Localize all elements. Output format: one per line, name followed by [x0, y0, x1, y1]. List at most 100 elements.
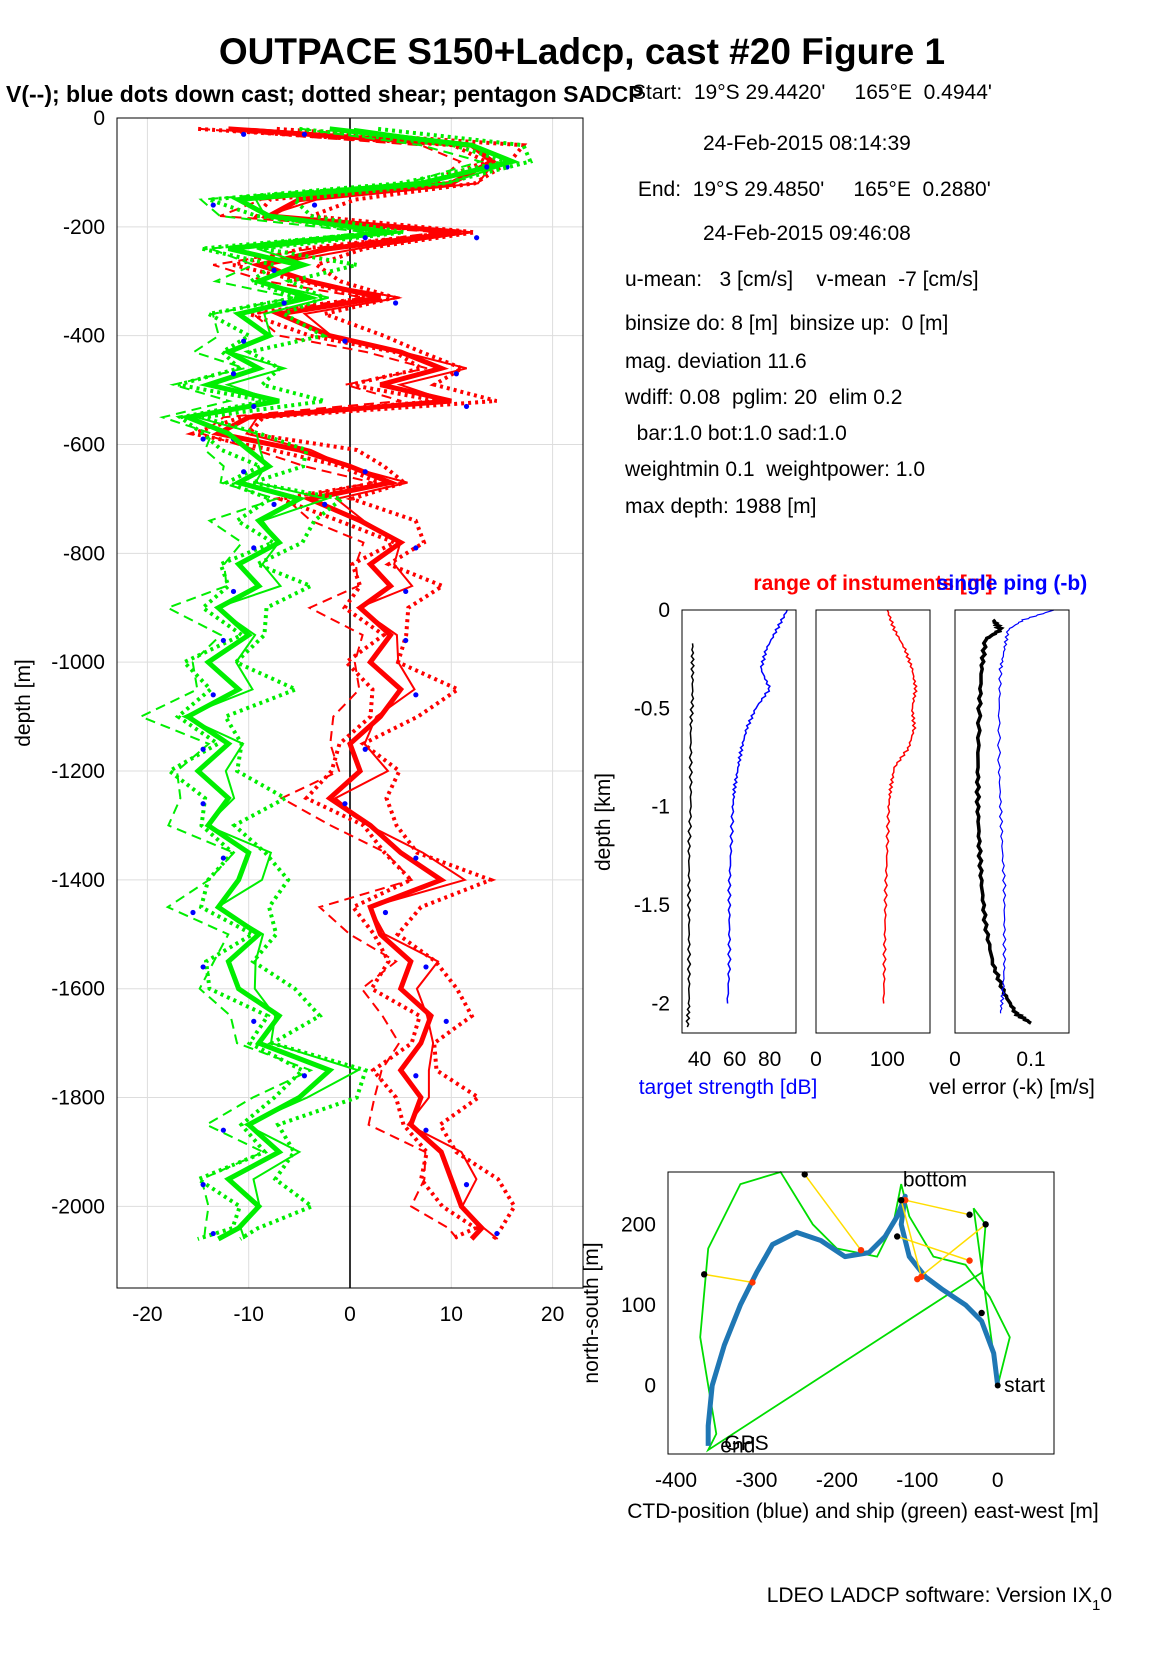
- range-xtick-label-0: 0: [810, 1048, 822, 1071]
- vel-error-xlabel: vel error (-k) [m/s]: [929, 1076, 1095, 1099]
- series-v-dot-10: [281, 300, 287, 306]
- link-line-10: [704, 1273, 753, 1284]
- link-point-2: [982, 1221, 989, 1228]
- link-point-10: [700, 1271, 708, 1278]
- series-u-line-1: [244, 127, 499, 1240]
- target-strength-series-ts_high: [726, 609, 788, 1004]
- range-series-range: [882, 609, 918, 1004]
- vel-ytick-label-4: -800: [63, 542, 105, 565]
- series-u-dot-34: [342, 801, 348, 807]
- label-gps: GPS: [724, 1432, 768, 1455]
- vel-ytick-label-8: -1600: [51, 978, 105, 1001]
- series-u-line-2: [185, 126, 491, 1241]
- series-u-dot-42: [443, 1018, 449, 1024]
- series-v-dot-48: [200, 1182, 206, 1188]
- range-xtick-label-1: 100: [870, 1048, 905, 1071]
- series-v-dot-46: [220, 1127, 226, 1133]
- series-u-dot-24: [413, 545, 419, 551]
- vel-error-background: [955, 610, 1069, 1033]
- series-u-dot-44: [413, 1073, 419, 1079]
- link-point-8: [801, 1171, 808, 1178]
- vel-xtick-label-3: 10: [440, 1303, 463, 1326]
- vel-xtick-label-1: -10: [234, 1303, 264, 1326]
- pos-xtick-label-1: -300: [735, 1469, 777, 1492]
- series-u-dot-0: [241, 131, 247, 137]
- target-strength-ytick-label-1: -0.5: [634, 697, 670, 720]
- label-bottom: bottom: [903, 1169, 967, 1192]
- info-line-weights: bar:1.0 bot:1.0 sad:1.0: [625, 422, 847, 445]
- series-v-dot-12: [241, 338, 247, 344]
- vel-ytick-label-6: -1200: [51, 760, 105, 783]
- vel-xtick-label-4: 20: [541, 1303, 564, 1326]
- target-strength-frame: [681, 609, 797, 1034]
- series-u-dot-32: [362, 746, 368, 752]
- range-frame: [815, 609, 931, 1034]
- vel-ylabel: depth [m]: [12, 659, 35, 747]
- link-point-0: [966, 1211, 973, 1218]
- vel-ytick-label-9: -1800: [51, 1087, 105, 1110]
- vel-ytick-label-2: -400: [63, 325, 105, 348]
- series-v-dot-44: [301, 1073, 308, 1079]
- ship-track: [699, 1170, 1011, 1453]
- info-line-start-time: 24-Feb-2015 08:14:39: [703, 132, 911, 155]
- figure-subtitle: V(--); blue dots down cast; dotted shear…: [6, 81, 644, 107]
- series-v-dot-2: [484, 164, 490, 170]
- series-u-dot-30: [413, 692, 419, 698]
- link-line-4: [896, 1235, 970, 1262]
- pos-ytick-label-0: 0: [644, 1375, 656, 1398]
- series-v-dot-24: [251, 545, 257, 551]
- series-v-dot-14: [230, 371, 237, 377]
- velocity-plot-frame: [116, 117, 584, 1289]
- vel-xtick-label-2: 0: [344, 1303, 356, 1326]
- series-u-dot-46: [423, 1127, 429, 1133]
- range-background: [816, 610, 930, 1033]
- series-v-dot-8: [271, 267, 277, 273]
- info-line-end: End: 19°S 29.4850' 165°E 0.2880': [632, 178, 991, 201]
- position-background: [668, 1172, 1054, 1454]
- link-line-6: [900, 1200, 923, 1277]
- ts-ylabel: depth [km]: [592, 773, 615, 871]
- pos-xtick-label-3: -100: [896, 1469, 938, 1492]
- series-v-dot-30: [210, 692, 216, 698]
- series-v-dot-16: [251, 403, 257, 410]
- vel-ytick-label-7: -1400: [51, 869, 105, 892]
- series-u-dot-22: [322, 501, 328, 507]
- vel-ytick-label-0: 0: [93, 107, 105, 130]
- link-line-8: [804, 1173, 862, 1251]
- target-strength-xtick-label-1: 60: [723, 1048, 746, 1071]
- footer-text: LDEO LADCP software: Version IX10: [767, 1584, 1112, 1614]
- vel-error-xtick-label-1: 0.1: [1016, 1048, 1045, 1071]
- vel-ytick-label-3: -600: [63, 434, 105, 457]
- series-v-dot-28: [220, 637, 226, 644]
- target-strength-ytick-label-0: 0: [658, 599, 670, 622]
- series-u-dot-50: [494, 1230, 500, 1237]
- series-u-line-3: [245, 126, 528, 1241]
- info-line-weightmin: weightmin 0.1 weightpower: 1.0: [625, 458, 925, 481]
- series-u-dot-40: [423, 964, 429, 970]
- position-axes: -400 -300 -200 -100 0 0 100 200 north-south [m] C…: [580, 1169, 1099, 1523]
- series-u-dot-16: [463, 403, 470, 410]
- series-u-dot-36: [413, 855, 419, 861]
- link-point-5: [966, 1257, 973, 1264]
- series-u-dot-10: [392, 300, 399, 306]
- target-strength-series-ts_low: [685, 643, 695, 1028]
- start-marker: [994, 1382, 1001, 1389]
- vel-ytick-label-5: -1000: [51, 651, 105, 674]
- link-point-7: [918, 1273, 925, 1280]
- series-v-dot-6: [362, 235, 368, 241]
- series-v-dot-40: [200, 964, 206, 970]
- series-v-dot-4: [210, 202, 216, 208]
- info-line-maxdepth: max depth: 1988 [m]: [625, 495, 817, 518]
- vel-error-series-err_b: [997, 609, 1054, 1014]
- series-u-line-4: [199, 127, 462, 1240]
- series-u-dot-48: [463, 1182, 470, 1188]
- footer-version: LDEO LADCP software: Version IX: [767, 1584, 1092, 1607]
- velocity-profile-axes: -20 -10 0 10 20 0 -200 -400 -600 -800 -1000 -1200 -1…: [12, 107, 584, 1326]
- vel-error-title: single ping (-b): [937, 572, 1087, 595]
- target-strength-ytick-label-3: -1.5: [634, 894, 670, 917]
- series-v-dot-0: [301, 131, 308, 137]
- target-strength-axes: 40 60 80 0 -0.5 -1 -1.5 -2 depth [km] target stre…: [592, 599, 817, 1099]
- link-point-6: [898, 1197, 905, 1204]
- footer-tail: 0: [1100, 1584, 1112, 1607]
